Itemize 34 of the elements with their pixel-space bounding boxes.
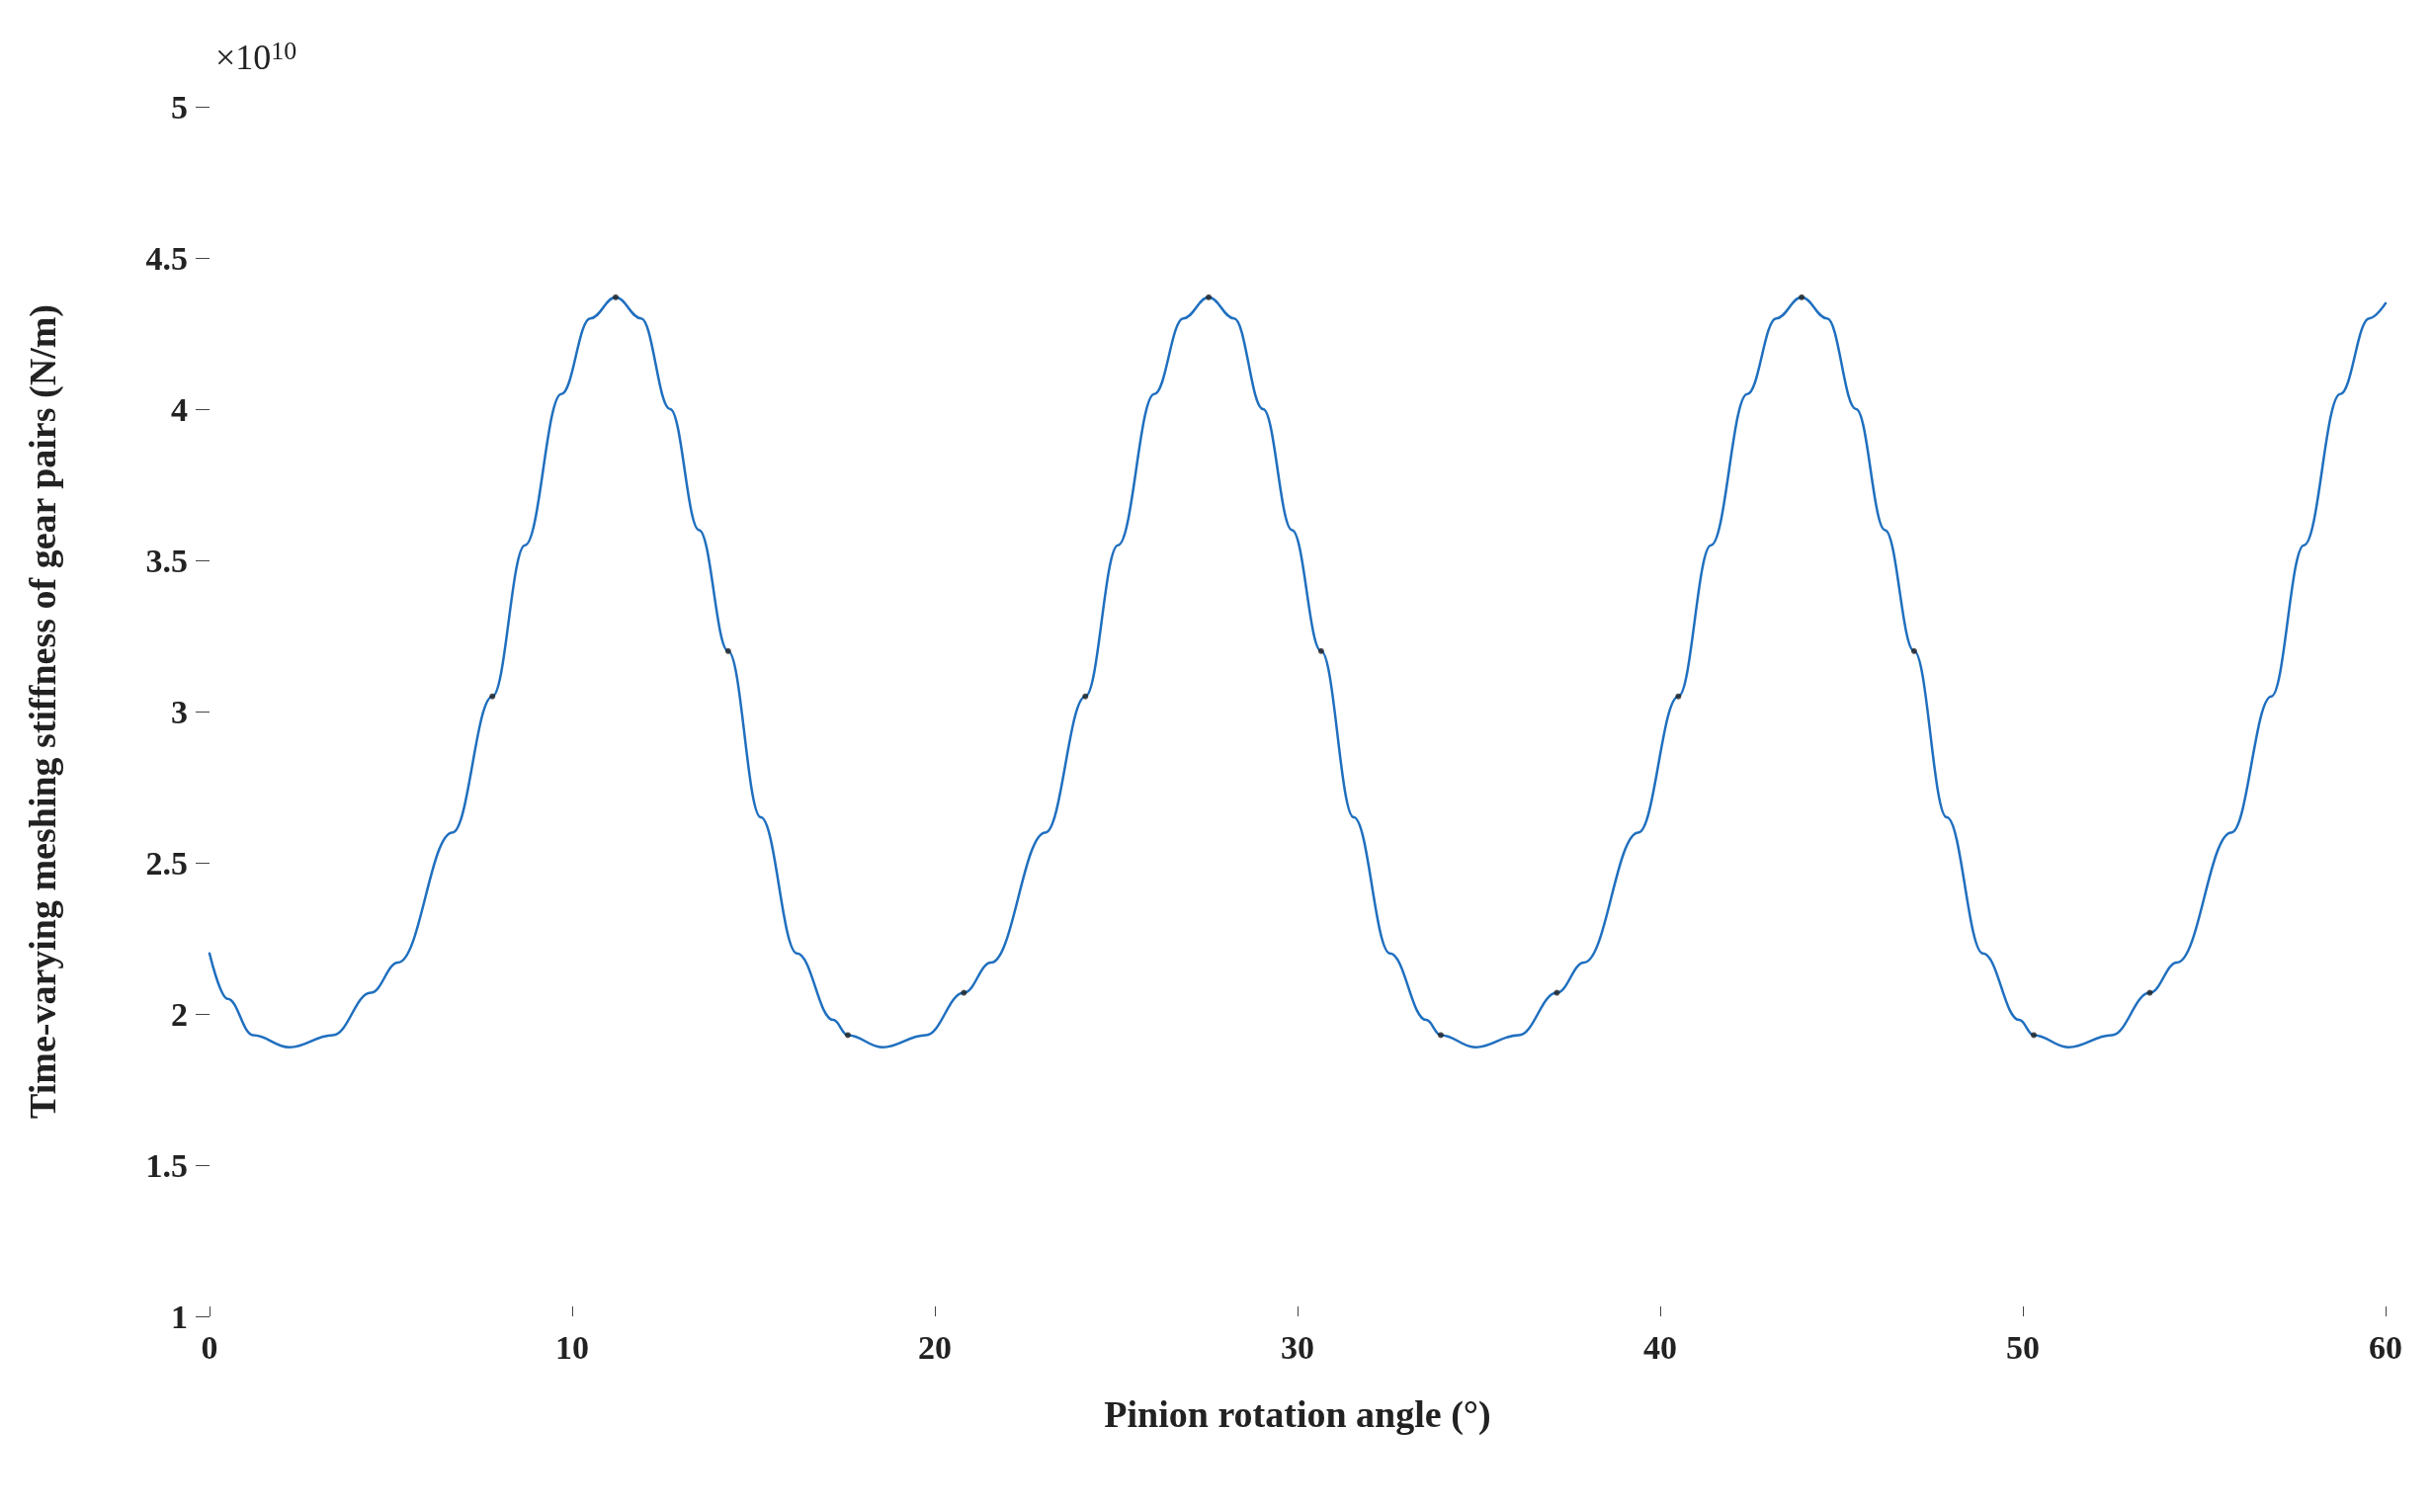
- x-tick-label: 60: [2369, 1328, 2402, 1366]
- line-series: [208, 295, 2388, 1049]
- point: [489, 693, 496, 700]
- point: [2031, 1032, 2038, 1039]
- point: [1910, 647, 1917, 654]
- point: [844, 1032, 851, 1039]
- point: [1437, 1032, 1444, 1039]
- y-axis-title: Time-varying meshing stiffness of gear pairs (N/m): [22, 304, 64, 1119]
- point: [1553, 989, 1560, 996]
- y-tick-label: 4: [171, 390, 188, 428]
- point: [613, 294, 620, 300]
- x-tick-label: 20: [918, 1328, 952, 1366]
- x-tick-label: 30: [1281, 1328, 1314, 1366]
- x-tick-label: 10: [555, 1328, 589, 1366]
- point: [724, 647, 731, 654]
- y-tick-label: 1.5: [145, 1146, 188, 1184]
- y-tick-label: 4.5: [145, 239, 188, 277]
- point: [1206, 294, 1213, 300]
- x-tick-label: 40: [1643, 1328, 1677, 1366]
- x-tick-label: 0: [201, 1328, 218, 1366]
- y-tick-label: 3: [171, 693, 188, 730]
- y-tick-label: 2.5: [145, 844, 188, 882]
- point: [1317, 647, 1324, 654]
- point: [2146, 989, 2153, 996]
- y-tick-label: 2: [171, 995, 188, 1033]
- x-tick-label: 50: [2006, 1328, 2040, 1366]
- point: [1799, 294, 1805, 300]
- y-tick-label: 3.5: [145, 542, 188, 579]
- point: [1082, 693, 1089, 700]
- y-tick-label: 5: [171, 88, 188, 126]
- x-axis-title: Pinion rotation angle (°): [1104, 1393, 1491, 1436]
- y-tick-label: 1: [171, 1298, 188, 1335]
- point: [1675, 693, 1682, 700]
- point: [961, 989, 967, 996]
